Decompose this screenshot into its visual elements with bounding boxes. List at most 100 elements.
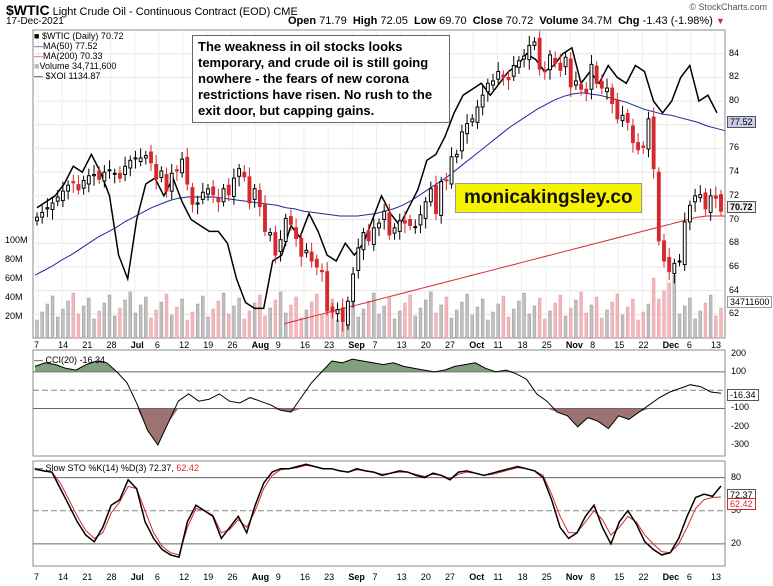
candle-body [237, 168, 242, 177]
candle-body [516, 60, 521, 68]
volume-bar [672, 274, 677, 339]
volume-bar [600, 317, 604, 339]
candle-body [128, 159, 133, 169]
high-value: 72.05 [380, 15, 408, 27]
volume-bar [558, 294, 563, 339]
chart-title: $WTIC Light Crude Oil - Continuous Contr… [6, 2, 298, 18]
candle-body [620, 114, 625, 122]
volume-bar [693, 318, 697, 339]
candle-body [60, 190, 65, 202]
volume-bar [263, 315, 267, 339]
high-label: High [352, 15, 378, 27]
date-tick-label: 22 [638, 340, 649, 350]
date-tick-label: 27 [445, 572, 456, 582]
candle-body [470, 118, 475, 123]
date-tick-label: 27 [445, 340, 456, 350]
candle-body [594, 65, 599, 84]
candle-body [485, 82, 490, 93]
volume-bar [201, 295, 205, 339]
candle-body [625, 113, 630, 123]
date-tick-label: 15 [614, 340, 625, 350]
volume-tick-label: 80M [5, 254, 23, 264]
date-tick-label: 20 [420, 572, 431, 582]
candle-body [206, 188, 210, 195]
date-tick-label: Jul [130, 340, 144, 350]
moving-averages [34, 92, 726, 325]
cci-tick-label: -200 [731, 420, 750, 431]
stockcharts-logo: © StockCharts.com [689, 2, 767, 12]
date-tick-label: 7 [34, 572, 40, 582]
volume-bar [87, 297, 91, 339]
candle-body [164, 174, 169, 192]
candle-body [713, 195, 718, 199]
volume-bar [330, 298, 335, 339]
price-tick-label: 64 [729, 284, 740, 295]
volume-bar [703, 302, 708, 339]
date-tick-label: 13 [396, 340, 407, 350]
candle-body [263, 204, 267, 232]
candle-body [351, 273, 356, 302]
sto-d-line [34, 464, 722, 556]
candle-body [154, 163, 159, 180]
volume-bar [522, 292, 526, 339]
date-tick-label: 9 [275, 340, 281, 350]
candle-body [527, 44, 532, 61]
price-tick-label: 76 [729, 142, 740, 153]
volume-bar [491, 311, 495, 339]
volume-bar [107, 294, 112, 339]
candle-body [703, 192, 708, 210]
volume-bar [185, 319, 189, 339]
volume-bar [366, 300, 371, 339]
candle-body [92, 174, 96, 177]
volume-bar [548, 310, 552, 339]
volume-bar [636, 319, 640, 339]
candle-body [149, 151, 153, 164]
price-tick-label: 68 [729, 237, 740, 248]
price-tick-label: 62 [729, 308, 740, 319]
candle-body [491, 80, 495, 86]
price-tick-label: 74 [729, 166, 740, 177]
cci-tick-label: -300 [731, 439, 750, 450]
candle-body [646, 118, 651, 150]
volume-bar [429, 291, 433, 339]
price-tick-label: 70 [729, 213, 740, 224]
volume-bar [501, 295, 506, 339]
volume-bar [537, 297, 542, 339]
candle-body [216, 197, 221, 203]
date-tick-label: 7 [34, 340, 40, 350]
volume-bar [294, 296, 298, 339]
candle-body [138, 157, 143, 162]
volume-bar [403, 302, 407, 339]
close-tag: 70.72 [727, 201, 756, 213]
candle-body [423, 201, 428, 219]
volume-bar [97, 310, 101, 339]
candle-body [257, 190, 262, 208]
date-tick-label: Jul [130, 572, 144, 582]
candle-body [325, 271, 330, 312]
volume-tick-label: 20M [5, 311, 23, 321]
candle-body [340, 307, 345, 322]
candle-body [294, 227, 299, 239]
volume-bar [320, 314, 324, 339]
volume-bar [154, 309, 158, 339]
candle-body [641, 145, 646, 148]
date-tick-label: Oct [469, 572, 485, 582]
candle-body [480, 94, 485, 108]
candle-body [651, 116, 656, 170]
volume-bar [66, 300, 70, 339]
candle-body [382, 210, 387, 221]
chg-down-icon: ▼ [715, 16, 725, 26]
symbol: $WTIC [6, 2, 50, 18]
volume-bar [144, 296, 148, 339]
candle-body [117, 172, 122, 179]
candle-body [392, 227, 397, 234]
volume-bar [113, 315, 117, 339]
date-tick-label: 11 [493, 340, 503, 350]
candle-body [568, 58, 573, 88]
cci-tick-label: 200 [731, 347, 747, 358]
open-label: Open [288, 15, 317, 27]
date-tick-label: Aug [251, 572, 270, 582]
candle-body [465, 123, 470, 135]
candle-body [682, 221, 687, 266]
candle-body [273, 232, 278, 256]
